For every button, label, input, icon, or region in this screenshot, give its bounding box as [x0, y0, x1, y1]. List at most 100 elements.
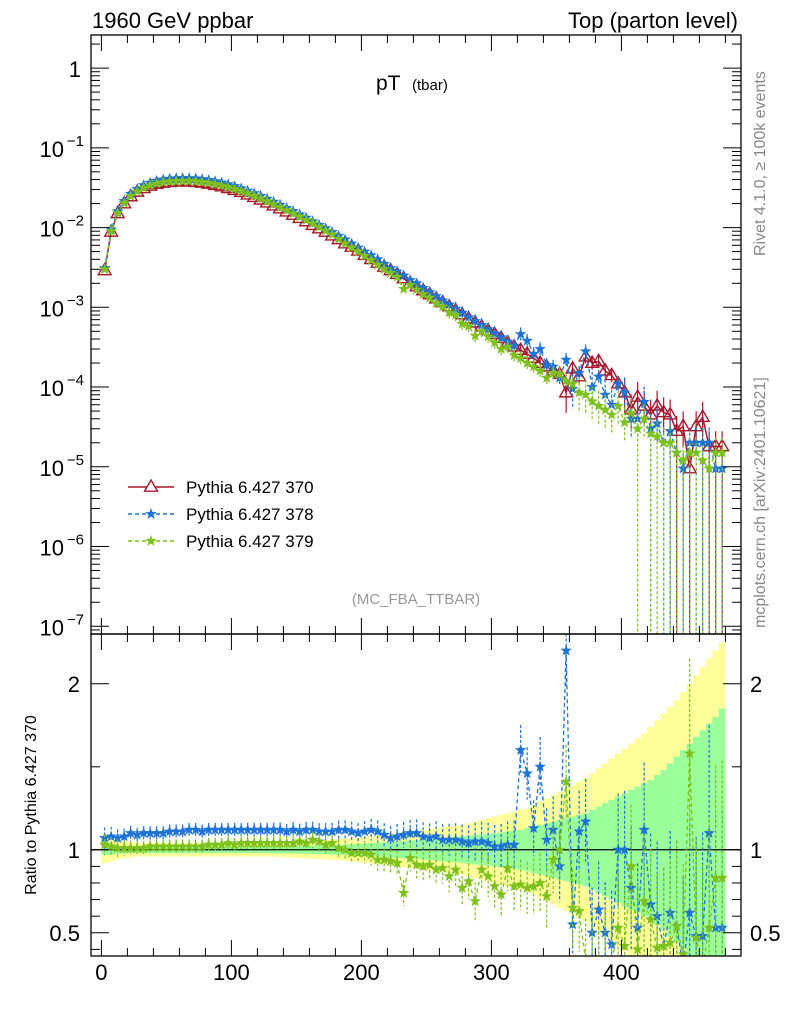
main-star-marker: [553, 368, 566, 379]
ratio-y-tick-label: 1: [68, 838, 80, 863]
x-tick-label: 300: [473, 960, 510, 985]
main-star-marker: [586, 395, 598, 407]
ratio-star-marker: [163, 825, 176, 837]
ratio-star-marker: [709, 872, 722, 883]
ratio-star-marker: [404, 852, 416, 863]
ratio-star-marker: [248, 837, 260, 848]
main-star-marker: [631, 422, 644, 434]
ratio-plot-area: [91, 634, 741, 956]
ratio-star-marker: [625, 860, 637, 872]
ratio-star-marker: [566, 901, 579, 913]
ratio-frame: [90, 633, 742, 957]
ratio-star-marker: [495, 840, 507, 852]
main-star-marker: [501, 340, 514, 352]
ratio-star-marker: [241, 823, 254, 835]
main-star-marker: [703, 436, 715, 448]
ratio-star-marker: [683, 747, 696, 759]
ratio-star-marker: [540, 833, 553, 845]
main-star-marker: [612, 399, 624, 411]
main-star-marker: [514, 328, 527, 340]
ratio-star-marker: [261, 837, 273, 848]
main-star-marker: [430, 290, 442, 301]
ratio-star-marker: [254, 837, 267, 848]
ratio-star-marker: [449, 833, 462, 845]
main-star-marker: [534, 364, 546, 376]
main-triangle-marker: [604, 366, 620, 381]
ratio-star-marker: [534, 877, 546, 888]
main-star-marker: [378, 263, 390, 275]
main-star-marker: [462, 311, 475, 323]
main-star-marker: [488, 327, 501, 339]
main-star-marker: [475, 325, 488, 337]
ratio-star-marker: [196, 825, 208, 837]
ratio-star-marker: [495, 888, 507, 900]
main-star-marker: [202, 177, 215, 188]
main-star-marker: [261, 195, 273, 207]
main-y-tick-label: 1: [69, 57, 81, 82]
main-star-marker: [228, 183, 241, 194]
ratio-star-marker: [313, 835, 325, 847]
ratio-star-marker: [462, 875, 475, 887]
ratio-star-marker: [189, 840, 202, 852]
main-y-tick-exponent: −3: [67, 292, 84, 309]
main-star-marker: [287, 207, 299, 219]
main-star-marker: [131, 185, 143, 197]
main-star-marker: [482, 330, 494, 342]
main-star-marker: [540, 372, 553, 383]
legend-star-marker: [145, 508, 157, 519]
main-star-marker: [410, 283, 423, 295]
ratio-star-marker: [215, 838, 228, 850]
ratio-star-marker: [631, 943, 644, 955]
main-star-marker: [612, 377, 624, 389]
ratio-star-marker: [319, 838, 332, 850]
ratio-star-marker: [183, 840, 195, 852]
main-star-marker: [560, 353, 572, 365]
ratio-star-marker: [540, 890, 553, 902]
main-star-marker: [163, 175, 176, 187]
ratio-star-marker: [293, 825, 306, 837]
main-triangle-marker: [565, 360, 581, 374]
ratio-star-marker: [378, 828, 390, 840]
ratio-star-marker: [384, 855, 397, 867]
ratio-star-marker: [469, 895, 481, 907]
main-star-marker: [469, 329, 481, 341]
main-star-marker: [709, 446, 722, 458]
ratio-star-marker: [144, 827, 156, 838]
main-star-marker: [189, 175, 202, 187]
ratio-star-marker: [553, 843, 566, 855]
ratio-star-marker: [488, 840, 501, 852]
ratio-star-marker: [319, 825, 332, 837]
ratio-star-marker: [443, 870, 455, 882]
main-triangle-marker: [675, 418, 691, 432]
main-star-marker: [449, 309, 462, 320]
ratio-star-marker: [157, 840, 169, 852]
ratio-star-marker: [638, 823, 650, 835]
ratio-star-marker: [430, 863, 442, 875]
main-star-marker: [443, 298, 455, 310]
ratio-star-marker: [534, 760, 546, 772]
main-star-marker: [677, 454, 689, 466]
ratio-star-marker: [612, 921, 624, 933]
main-series-line: [103, 180, 723, 469]
ratio-star-marker: [573, 905, 585, 916]
ratio-star-marker: [306, 823, 319, 835]
ratio-star-marker: [573, 825, 585, 837]
main-star-marker: [183, 175, 195, 186]
main-star-marker: [300, 214, 312, 225]
ratio-star-marker: [618, 940, 631, 951]
main-star-marker: [235, 185, 247, 196]
main-star-marker: [98, 263, 111, 275]
main-star-marker: [495, 343, 507, 354]
main-star-marker: [592, 370, 605, 382]
ratio-y-tick-label: 2: [68, 672, 80, 697]
ratio-star-marker: [482, 870, 494, 882]
ratio-star-marker: [209, 823, 221, 835]
main-triangle-marker: [558, 384, 574, 398]
main-star-marker: [651, 430, 663, 442]
ratio-star-marker: [345, 847, 358, 858]
main-star-marker: [118, 197, 130, 208]
ratio-star-marker: [397, 828, 410, 840]
ratio-star-marker: [254, 823, 267, 835]
main-y-tick-exponent: −7: [67, 611, 84, 628]
ratio-star-marker: [501, 838, 514, 850]
